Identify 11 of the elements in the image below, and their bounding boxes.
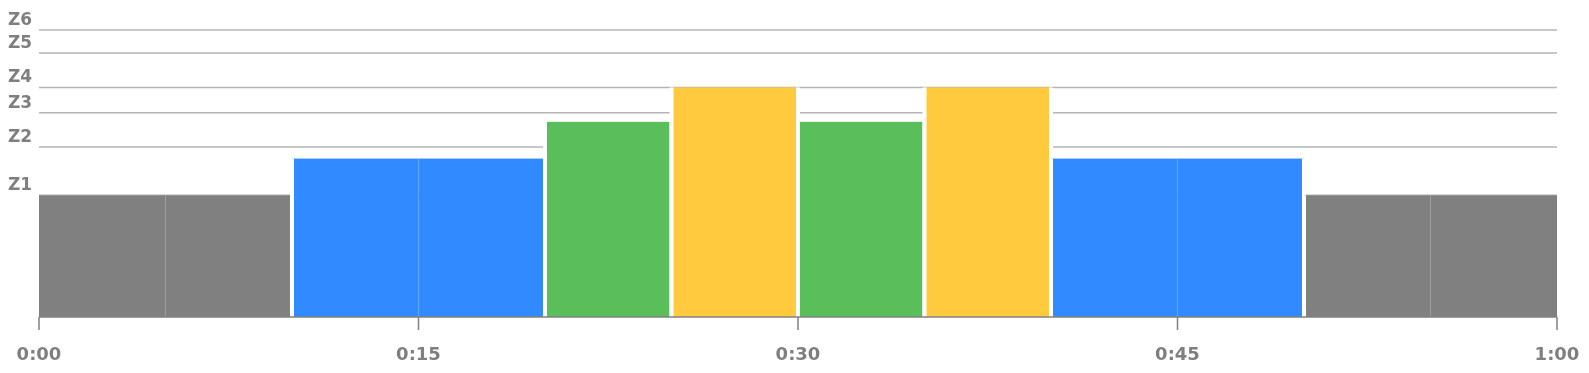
x-tick-label: 0:15 — [396, 343, 441, 364]
x-tick-label: 0:00 — [16, 343, 62, 364]
ref-line-label: Z2 — [7, 126, 33, 147]
ref-line-label: Z6 — [7, 9, 33, 29]
x-tick-label: 0:45 — [1155, 343, 1200, 364]
x-tick-label: 1:00 — [1534, 343, 1580, 364]
ref-line-label: Z1 — [7, 174, 33, 195]
ref-line-label: Z5 — [7, 31, 33, 52]
ref-line-label: Z4 — [7, 66, 33, 87]
x-tick-label: 0:30 — [775, 343, 821, 364]
ref-line-label: Z3 — [7, 91, 33, 112]
